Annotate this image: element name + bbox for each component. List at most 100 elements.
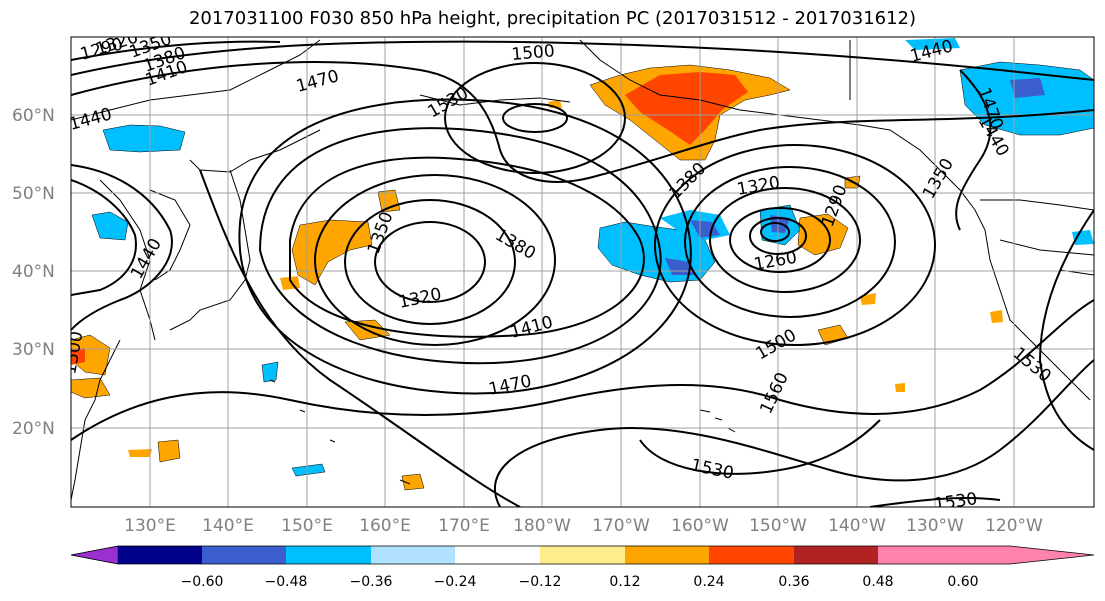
lon-label: 160°W	[671, 516, 729, 536]
map-area: 1290 1350 1380 1410 1320 1440 1470 1500 …	[71, 37, 1094, 515]
map-background	[71, 37, 1094, 507]
lon-label: 120°W	[985, 516, 1043, 536]
contour-label: 1530	[933, 489, 979, 515]
contour-line	[289, 156, 645, 338]
precip-blob	[990, 310, 1003, 323]
contour-line	[502, 103, 568, 133]
precip-blob	[401, 473, 425, 491]
precip-blob	[905, 38, 960, 50]
lon-label: 140°W	[828, 516, 886, 536]
contour-line	[314, 174, 556, 346]
precip-blob	[1010, 78, 1045, 98]
contour-line	[71, 40, 1094, 81]
colorbar-tick-label: −0.48	[265, 574, 308, 590]
precip-blob	[797, 213, 849, 256]
coastline-aleutians	[419, 94, 571, 106]
colorbar-extend-high	[963, 546, 1094, 564]
contour-line	[494, 359, 1094, 507]
colorbar-segment	[625, 546, 709, 564]
contour-line	[709, 187, 861, 293]
precip-blob	[157, 439, 181, 463]
lat-label-50n: 50°N	[12, 184, 55, 204]
contour-line	[684, 166, 896, 318]
colorbar-tick-label: −0.12	[519, 574, 562, 590]
precip-blob	[102, 124, 186, 153]
colorbar-tick-label: 0.24	[693, 574, 724, 590]
coastline-islands	[269, 379, 736, 485]
contour-line	[374, 221, 486, 303]
colorbar-tick-label: −0.24	[434, 574, 477, 590]
colorbar-segment	[455, 546, 540, 564]
precip-blob	[71, 334, 111, 376]
precip-blob	[625, 72, 748, 145]
colorbar-tick-label: 0.12	[609, 574, 640, 590]
colorbar-segment	[540, 546, 625, 564]
height-contours	[71, 40, 1094, 507]
colorbar-outline	[70, 545, 1095, 565]
lat-label-40n: 40°N	[12, 262, 55, 282]
coastline-canada	[849, 40, 1094, 276]
lon-label: 170°E	[438, 516, 490, 536]
colorbar-tick-label: −0.36	[350, 574, 393, 590]
contour-label: 1500	[511, 41, 556, 65]
colorbar: −0.60 −0.48 −0.36 −0.24 −0.12 0.12 0.24 …	[70, 545, 1095, 590]
colorbar-segment	[371, 546, 455, 564]
colorbar-segment	[878, 546, 963, 564]
contour-line	[71, 164, 173, 331]
colorbar-tick-label: 0.48	[862, 574, 893, 590]
contour-line	[869, 497, 1001, 507]
colorbar-tick-label: −0.60	[181, 574, 224, 590]
lon-label: 150°W	[749, 516, 807, 536]
contour-line	[639, 419, 881, 475]
contour-line	[729, 207, 831, 273]
latitude-labels: 60°N 50°N 40°N 30°N 20°N	[12, 106, 55, 439]
contour-line	[955, 69, 992, 231]
contour-line	[199, 169, 521, 507]
precip-blob	[261, 361, 279, 383]
lon-label: 140°E	[202, 516, 254, 536]
colorbar-segment	[202, 546, 286, 564]
contour-line	[71, 299, 1094, 441]
lon-label: 130°E	[124, 516, 176, 536]
precip-blob	[128, 449, 152, 457]
map-frame	[70, 36, 1095, 508]
coastlines	[71, 39, 1094, 501]
lon-label: 130°W	[906, 516, 964, 536]
contour-line	[71, 61, 1094, 183]
lat-label-30n: 30°N	[12, 340, 55, 360]
precip-blob	[91, 211, 129, 241]
contour-line	[749, 217, 807, 255]
gridlines	[71, 37, 1094, 507]
colorbar-tick-label: 0.36	[778, 574, 809, 590]
colorbar-segment	[794, 546, 878, 564]
colorbar-segment	[118, 546, 202, 564]
precip-blob	[71, 348, 85, 365]
lat-label-60n: 60°N	[12, 106, 55, 126]
lon-label: 170°W	[592, 516, 650, 536]
contour-line	[444, 62, 626, 174]
chart-title: 2017031100 F030 850 hPa height, precipit…	[188, 8, 917, 29]
contour-line	[654, 144, 936, 346]
lon-label: 180°W	[513, 516, 571, 536]
colorbar-tick-label: 0.60	[947, 574, 978, 590]
contour-line	[71, 179, 137, 296]
precip-blob	[71, 377, 111, 399]
contour-line	[760, 222, 790, 242]
lat-label-20n: 20°N	[12, 419, 55, 439]
colorbar-segment	[709, 546, 794, 564]
contour-line	[344, 199, 516, 325]
precip-blob	[291, 463, 326, 477]
colorbar-segment	[286, 546, 371, 564]
contour-line	[258, 127, 662, 365]
precip-blob	[1072, 230, 1094, 245]
lon-label: 150°E	[281, 516, 333, 536]
contour-line	[238, 98, 692, 395]
contour-line	[71, 40, 281, 61]
precip-blob	[895, 383, 905, 392]
lon-label: 160°E	[359, 516, 411, 536]
contour-line	[1038, 209, 1094, 451]
longitude-labels: 130°E 140°E 150°E 160°E 170°E 180°W 170°…	[124, 516, 1043, 536]
colorbar-extend-low	[70, 545, 119, 565]
coastline-alaska	[579, 39, 1091, 401]
